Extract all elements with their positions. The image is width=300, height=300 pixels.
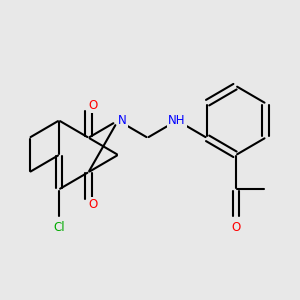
Text: O: O <box>231 221 241 234</box>
Text: Cl: Cl <box>53 221 65 234</box>
Text: NH: NH <box>168 114 186 127</box>
Text: N: N <box>118 114 127 127</box>
Text: O: O <box>88 198 98 211</box>
Text: O: O <box>88 99 98 112</box>
